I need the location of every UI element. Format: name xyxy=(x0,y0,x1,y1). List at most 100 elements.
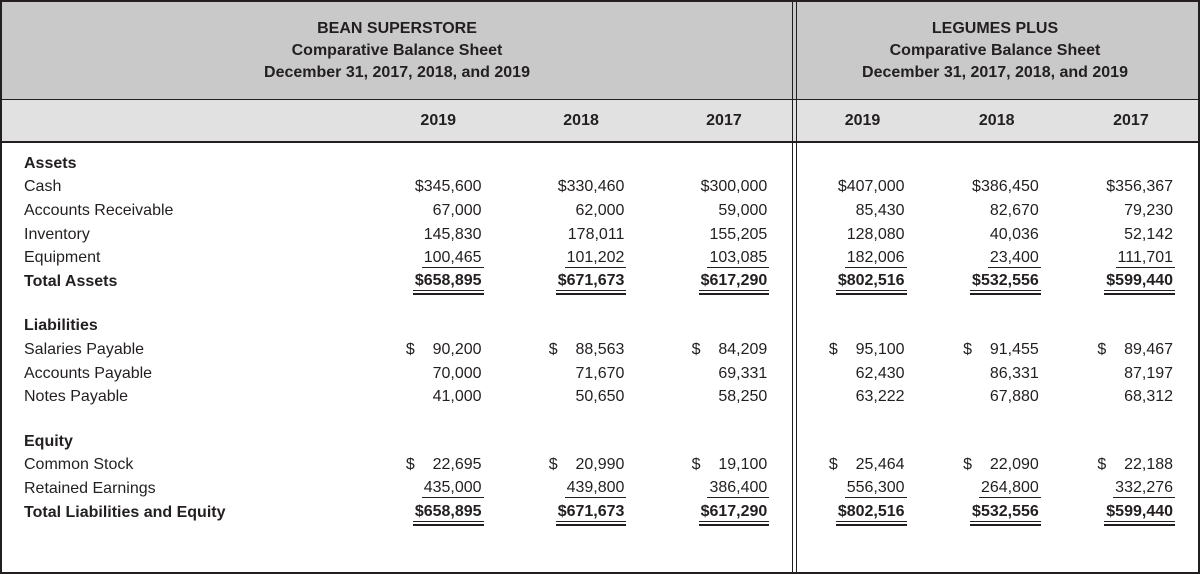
amount-value: $599,440 xyxy=(1104,272,1176,295)
amount-cell-bean-2019: $658,895 xyxy=(367,272,510,295)
title-band: BEAN SUPERSTORE Comparative Balance Shee… xyxy=(2,2,1198,100)
amount-value: $330,460 xyxy=(557,178,625,196)
amount-cell-legumes-2019 xyxy=(795,433,929,451)
amount-cell-legumes-2017: 79,230 xyxy=(1064,202,1198,220)
table-row: Inventory 145,830 178,011 155,205 128,08… xyxy=(2,223,1198,247)
amount-cell-legumes-2018: 86,331 xyxy=(930,365,1064,383)
amount-value: 85,430 xyxy=(855,201,905,219)
table-row: Notes Payable 41,000 50,650 58,250 63,22… xyxy=(2,385,1198,409)
row-label: Common Stock xyxy=(24,456,134,474)
year-header-bean-2018: 2018 xyxy=(563,111,599,129)
amount-cell-legumes-2018 xyxy=(930,433,1064,451)
amount-value: 58,250 xyxy=(718,388,768,406)
amount-value: 68,312 xyxy=(1124,388,1174,406)
amount-cell-legumes-2017 xyxy=(1064,155,1198,173)
amount-value: $ 88,563 xyxy=(548,340,625,358)
year-header-legumes-2017: 2017 xyxy=(1113,111,1149,129)
amount-cell-bean-2017: $ 84,209 xyxy=(652,341,795,359)
amount-value: $ 89,467 xyxy=(1097,340,1174,358)
amount-value: 71,670 xyxy=(575,364,625,382)
amount-value: 40,036 xyxy=(989,225,1039,243)
amount-value: $617,290 xyxy=(698,272,770,295)
amount-cell-legumes-2018: 264,800 xyxy=(930,479,1064,499)
amount-cell-legumes-2018: 23,400 xyxy=(930,249,1064,268)
amount-value: 70,000 xyxy=(432,364,482,382)
amount-value: 87,197 xyxy=(1124,364,1174,382)
amount-value: 62,000 xyxy=(575,201,625,219)
amount-value: 264,800 xyxy=(978,479,1041,499)
amount-cell-bean-2017 xyxy=(652,155,795,173)
amount-cell-legumes-2018: 67,880 xyxy=(930,388,1064,406)
amount-value: 182,006 xyxy=(844,248,907,268)
amount-cell-legumes-2018: 82,670 xyxy=(930,202,1064,220)
year-header-bean-2019: 2019 xyxy=(420,111,457,129)
amount-value: 52,142 xyxy=(1124,225,1174,243)
amount-value: 178,011 xyxy=(567,225,625,243)
table-row: Cash $345,600 $330,460 $300,000 $407,000… xyxy=(2,176,1198,200)
amount-value: 128,080 xyxy=(846,225,905,243)
amount-value: 86,331 xyxy=(989,364,1039,382)
bean-superstore-title-panel: BEAN SUPERSTORE Comparative Balance Shee… xyxy=(2,2,792,99)
amount-cell-bean-2019: 70,000 xyxy=(367,365,510,383)
amount-cell-bean-2019: 41,000 xyxy=(367,388,510,406)
year-header-legumes-2018: 2018 xyxy=(978,111,1015,129)
row-label: Accounts Receivable xyxy=(24,201,174,219)
section-header-row: Equity xyxy=(2,430,1198,454)
amount-cell-bean-2017 xyxy=(652,317,795,335)
table-row: Accounts Payable 70,000 71,670 69,331 62… xyxy=(2,362,1198,386)
amount-value: $599,440 xyxy=(1104,503,1176,526)
amount-cell-legumes-2019: $ 95,100 xyxy=(795,341,929,359)
amount-cell-bean-2018: $671,673 xyxy=(510,503,653,526)
amount-cell-legumes-2019: $802,516 xyxy=(795,503,929,526)
amount-value: 332,276 xyxy=(1113,479,1176,499)
row-label: Cash xyxy=(24,178,62,196)
amount-cell-bean-2018: 50,650 xyxy=(510,388,653,406)
statement-rows: Assets Cash $345,600 $330,460 $300,000 $… xyxy=(2,143,1198,526)
amount-value: $356,367 xyxy=(1106,178,1174,196)
amount-cell-bean-2018: $330,460 xyxy=(510,178,653,196)
amount-value: 50,650 xyxy=(575,388,625,406)
amount-cell-bean-2018: 71,670 xyxy=(510,365,653,383)
year-header-bean-2017: 2017 xyxy=(706,111,742,129)
table-row: Equipment 100,465 101,202 103,085 182,00… xyxy=(2,246,1198,270)
amount-cell-legumes-2019: $407,000 xyxy=(795,178,929,196)
amount-cell-bean-2019: $658,895 xyxy=(367,503,510,526)
amount-cell-legumes-2019: 128,080 xyxy=(795,226,929,244)
amount-value: 111,701 xyxy=(1115,248,1176,268)
amount-value: 67,880 xyxy=(989,388,1039,406)
amount-value: $ 19,100 xyxy=(691,456,768,474)
amount-value: 145,830 xyxy=(423,225,482,243)
amount-value: 435,000 xyxy=(421,479,484,499)
amount-cell-bean-2017: 155,205 xyxy=(652,226,795,244)
row-label: Retained Earnings xyxy=(24,479,156,497)
amount-cell-bean-2018: $ 20,990 xyxy=(510,456,653,474)
spacer-row xyxy=(2,409,1198,430)
amount-cell-bean-2017: 59,000 xyxy=(652,202,795,220)
amount-cell-legumes-2019: $ 25,464 xyxy=(795,456,929,474)
amount-value: $671,673 xyxy=(555,272,627,295)
amount-value: $532,556 xyxy=(970,503,1041,526)
amount-cell-legumes-2019: 182,006 xyxy=(795,249,929,268)
amount-cell-bean-2019: 435,000 xyxy=(367,479,510,499)
amount-value: $532,556 xyxy=(970,272,1041,295)
amount-cell-bean-2019 xyxy=(367,155,510,173)
spacer-row xyxy=(2,294,1198,315)
amount-cell-bean-2018: $ 88,563 xyxy=(510,341,653,359)
amount-cell-legumes-2017: 87,197 xyxy=(1064,365,1198,383)
company-name-right: LEGUMES PLUS xyxy=(931,19,1059,37)
amount-cell-bean-2019: 67,000 xyxy=(367,202,510,220)
amount-value: $ 91,455 xyxy=(963,340,1039,358)
row-label: Total Assets xyxy=(24,272,118,290)
amount-value: 100,465 xyxy=(421,248,484,268)
amount-value: 63,222 xyxy=(855,388,905,406)
row-label: Salaries Payable xyxy=(24,340,145,358)
row-label: Total Liabilities and Equity xyxy=(24,503,226,521)
amount-cell-legumes-2019 xyxy=(795,317,929,335)
amount-value: $ 22,090 xyxy=(963,456,1039,474)
amount-value: 23,400 xyxy=(987,248,1041,268)
amount-cell-legumes-2018: 40,036 xyxy=(930,226,1064,244)
amount-value: 79,230 xyxy=(1124,201,1174,219)
row-label: Liabilities xyxy=(24,317,98,335)
amount-value: 59,000 xyxy=(718,201,768,219)
